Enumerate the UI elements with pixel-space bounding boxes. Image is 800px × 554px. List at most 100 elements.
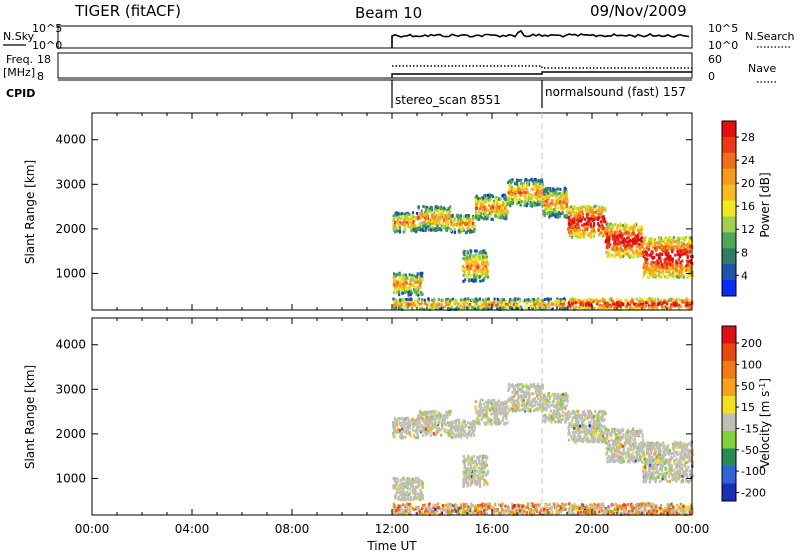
- power-cell: [529, 204, 532, 208]
- power-cell: [529, 299, 532, 303]
- power-cell: [681, 273, 684, 277]
- power-cell: [582, 216, 585, 219]
- velocity-cell: [553, 397, 556, 401]
- power-cell: [547, 208, 550, 212]
- power-cell: [568, 208, 571, 212]
- power-cell: [621, 224, 625, 228]
- power-cell: [684, 304, 687, 308]
- power-cell: [556, 187, 560, 191]
- power-cell: [404, 279, 407, 283]
- power-cell: [401, 282, 405, 286]
- power-cell: [610, 299, 613, 303]
- velocity-cell: [537, 403, 540, 407]
- velocity-cell: [573, 437, 576, 441]
- velocity-cell: [455, 427, 459, 430]
- power-cell: [409, 227, 412, 231]
- power-cell: [689, 302, 692, 306]
- velocity-cell: [541, 404, 544, 408]
- velocity-cell: [589, 413, 592, 417]
- velocity-cell: [400, 432, 403, 436]
- power-cell: [466, 259, 469, 263]
- velocity-cell: [460, 428, 463, 432]
- velocity-cell: [518, 409, 521, 413]
- power-cell: [497, 305, 500, 309]
- velocity-cell: [589, 440, 592, 443]
- velocity-cell: [495, 422, 498, 426]
- power-cell: [664, 251, 667, 255]
- power-cell: [551, 189, 554, 193]
- power-cell: [591, 219, 594, 222]
- power-cell: [577, 300, 580, 304]
- power-cell: [561, 300, 564, 303]
- power-cell: [460, 223, 463, 227]
- power-cb-seg-4: [722, 184, 736, 202]
- power-cell: [419, 222, 422, 226]
- power-cell: [507, 197, 510, 201]
- power-cell: [468, 226, 471, 230]
- power-cell: [399, 298, 402, 302]
- velocity-cell: [610, 454, 614, 457]
- power-cell: [424, 213, 427, 216]
- power-cell: [568, 221, 571, 225]
- velocity-cell: [549, 414, 552, 418]
- power-cell: [514, 299, 517, 303]
- power-cell: [637, 307, 640, 311]
- velocity-cell: [587, 416, 590, 420]
- power-cell: [445, 302, 448, 306]
- velocity-cell: [437, 428, 440, 432]
- velocity-cell: [433, 419, 437, 423]
- power-cell: [484, 268, 487, 272]
- velocity-cell: [479, 406, 482, 410]
- power-cell: [507, 181, 510, 184]
- power-cell: [607, 240, 610, 244]
- power-cell: [654, 249, 657, 253]
- power-cell: [560, 304, 563, 308]
- power-cell: [602, 227, 605, 231]
- power-cell: [684, 236, 687, 239]
- power-cell: [541, 189, 544, 193]
- power-cell: [410, 301, 413, 304]
- power-cell: [507, 191, 510, 195]
- velocity-cell: [516, 400, 519, 404]
- velocity-cell: [534, 408, 537, 412]
- power-cell: [453, 223, 456, 227]
- power-cell: [525, 178, 528, 181]
- power-cell: [607, 306, 611, 310]
- power-cell: [535, 299, 538, 303]
- velocity-cell: [479, 411, 482, 415]
- velocity-cell: [424, 425, 427, 429]
- power-cell: [670, 303, 673, 307]
- power-cell: [461, 306, 465, 310]
- power-cell: [404, 283, 407, 287]
- power-cell: [572, 224, 576, 228]
- velocity-cell: [613, 455, 616, 458]
- power-cell: [544, 212, 547, 215]
- velocity-cell: [591, 437, 594, 441]
- power-cell: [588, 209, 591, 213]
- velocity-cell: [583, 418, 586, 421]
- velocity-cell: [397, 417, 400, 420]
- power-cell: [462, 264, 465, 268]
- velocity-cell: [484, 400, 488, 404]
- velocity-cell: [393, 427, 396, 431]
- power-cell: [548, 210, 551, 214]
- power-cell: [497, 215, 500, 218]
- velocity-cell: [552, 399, 555, 403]
- velocity-cell: [632, 433, 635, 437]
- velocity-cell: [564, 420, 567, 424]
- power-cell: [659, 262, 662, 265]
- velocity-cell: [614, 442, 617, 446]
- power-cell: [454, 307, 458, 311]
- velocity-cell: [505, 417, 508, 420]
- power-cell: [505, 302, 508, 306]
- velocity-cell: [613, 460, 616, 464]
- velocity-cell: [414, 420, 417, 424]
- power-cell: [463, 306, 466, 310]
- power-cell: [577, 225, 580, 229]
- power-cell: [656, 247, 659, 251]
- velocity-cell: [432, 422, 435, 426]
- velocity-cell: [527, 397, 531, 401]
- power-cell: [673, 274, 676, 278]
- power-cell: [685, 267, 689, 271]
- power-cell: [512, 305, 515, 309]
